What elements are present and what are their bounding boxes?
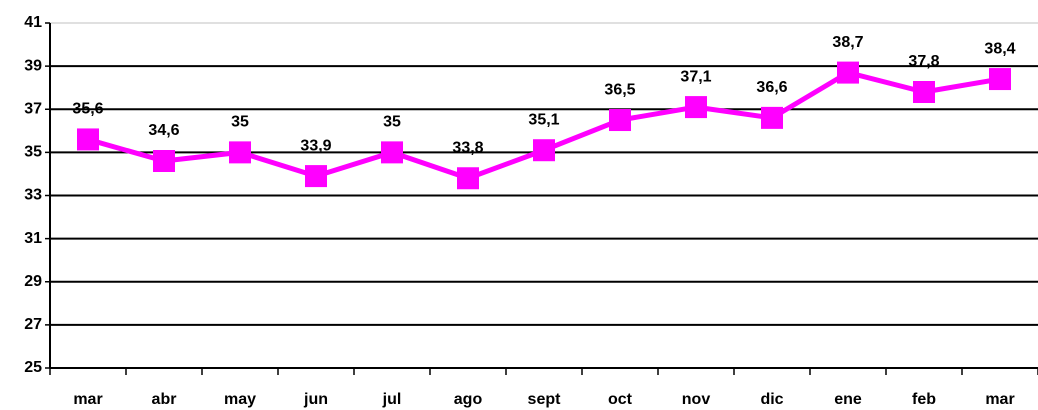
y-tick-label: 25: [24, 359, 42, 376]
x-tick-label: jul: [382, 391, 402, 408]
data-label: 35: [231, 114, 249, 131]
x-tick-label: oct: [608, 391, 633, 408]
data-label: 34,6: [148, 122, 179, 139]
marker: [533, 139, 555, 162]
y-tick-label: 33: [24, 187, 42, 204]
data-label: 33,9: [300, 137, 331, 154]
marker: [153, 150, 175, 172]
y-tick-label: 29: [24, 273, 42, 290]
marker: [381, 141, 403, 164]
data-label: 35: [383, 114, 401, 131]
data-label: 37,1: [680, 68, 711, 85]
data-label: 36,5: [604, 81, 635, 98]
data-label: 38,4: [984, 40, 1015, 57]
marker: [609, 109, 631, 132]
marker: [229, 141, 251, 164]
marker: [77, 128, 99, 151]
marker: [457, 167, 479, 190]
x-tick-label: nov: [682, 391, 711, 408]
data-label: 37,8: [908, 53, 939, 70]
x-tick-label: mar: [985, 391, 1014, 408]
marker: [761, 106, 783, 129]
x-tick-label: abr: [152, 391, 177, 408]
marker: [989, 68, 1011, 91]
y-tick-label: 37: [24, 100, 42, 117]
marker: [305, 165, 327, 188]
x-tick-label: ene: [834, 391, 862, 408]
marker: [837, 61, 859, 84]
data-label: 35,1: [528, 111, 559, 128]
x-tick-label: dic: [760, 391, 783, 408]
y-tick-label: 31: [24, 230, 42, 247]
x-tick-label: may: [224, 391, 256, 408]
x-tick-label: ago: [454, 391, 483, 408]
data-label: 38,7: [832, 34, 863, 51]
x-tick-label: mar: [73, 391, 102, 408]
marker: [913, 81, 935, 103]
x-tick-label: feb: [912, 391, 936, 408]
data-label: 35,6: [72, 101, 103, 118]
marker: [685, 96, 707, 119]
x-tick-label: sept: [528, 391, 562, 408]
y-tick-label: 35: [24, 144, 42, 161]
x-tick-label: jun: [303, 391, 328, 408]
data-label: 33,8: [452, 139, 483, 156]
y-tick-label: 41: [24, 14, 42, 31]
y-tick-label: 39: [24, 57, 42, 74]
data-label: 36,6: [756, 79, 787, 96]
y-tick-label: 27: [24, 316, 42, 333]
